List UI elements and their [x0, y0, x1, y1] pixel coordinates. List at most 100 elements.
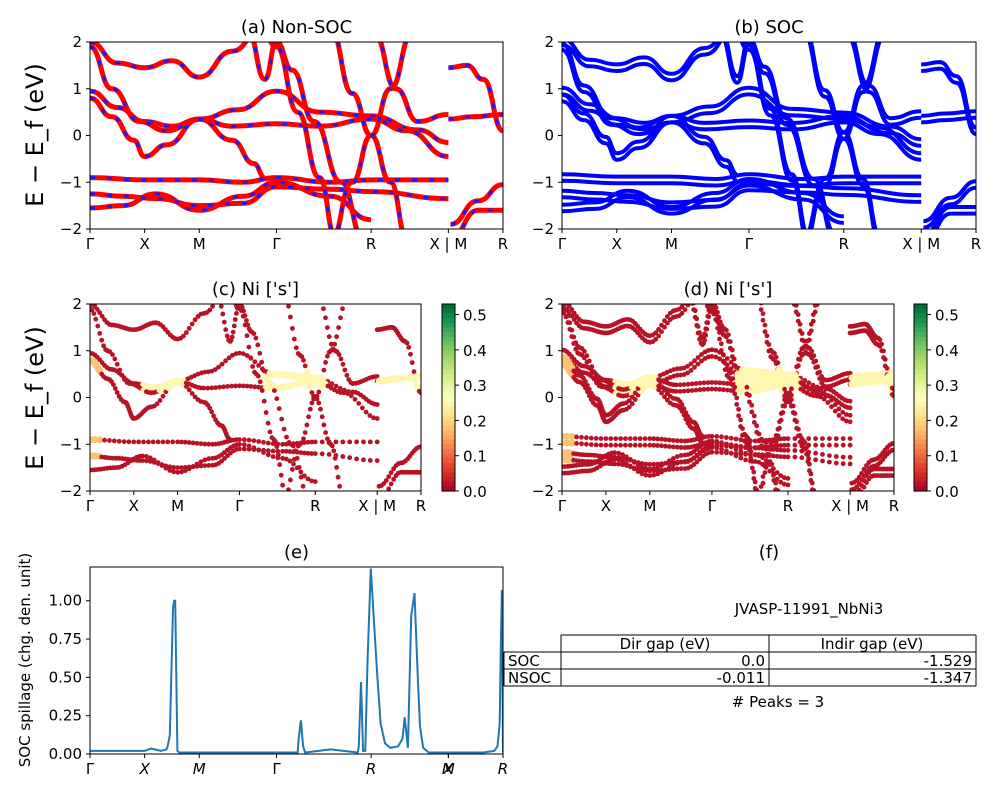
panel-title-f: (f): [759, 542, 779, 563]
point-c-7-0-13: [231, 323, 237, 329]
point-d-7-1-3: [691, 304, 696, 306]
point-d-8-0-12: [715, 325, 720, 331]
point-d-11-1-4: [795, 312, 801, 317]
point-c-4-0-9: [131, 439, 137, 445]
point-d-4-1-40: [728, 435, 734, 441]
point-c-5-0-46: [241, 442, 247, 448]
point-d-9-1-11: [773, 354, 779, 360]
point-d-6-0-34: [674, 466, 680, 472]
colorbar-swatch-c-24: [442, 416, 455, 422]
band-b-12-0: [921, 115, 976, 125]
point-d-4-1-53: [781, 436, 787, 442]
point-d-6-0-29: [655, 468, 660, 473]
point-d-15-1-4: [859, 483, 864, 488]
point-d-7-1-38: [744, 384, 750, 390]
point-c-4-0-41: [261, 439, 266, 445]
point-d-6-1-69: [827, 453, 832, 458]
point-c-1-0-51: [226, 355, 232, 361]
table-cell-indir-0: -1.529: [924, 652, 972, 670]
point-c-9-0-31: [334, 465, 339, 470]
colorbar-label-c-5: 0.0: [463, 483, 487, 501]
point-d-8-0-31: [749, 465, 755, 471]
point-d-14-1-4: [859, 471, 864, 476]
axes-frame-e: [89, 566, 504, 755]
point-c-4-0-54: [312, 439, 318, 445]
point-d-10-1-13: [777, 419, 782, 425]
point-d-4-0-5: [584, 441, 589, 447]
point-d-4-0-3: [574, 441, 579, 446]
colorbar-swatch-c-21: [442, 402, 455, 408]
point-c-6-0-59: [298, 450, 304, 455]
point-d-14-1-18: [891, 440, 894, 446]
point-d-7-1-53: [777, 493, 782, 498]
point-c-3-0-61: [229, 383, 235, 389]
band-a-dash-3: [90, 96, 449, 159]
point-d-11-1-11: [809, 348, 815, 354]
point-c-0-0-3: [94, 306, 100, 312]
point-d-0-0-38: [653, 336, 659, 342]
point-d-15-1-2: [854, 491, 859, 496]
colorbar-swatch-c-17: [442, 383, 455, 389]
point-d-10-1-32: [810, 312, 816, 317]
point-c-6-0-23: [159, 462, 165, 468]
point-c-11-0-11: [336, 352, 342, 357]
point-d-10-1-11: [773, 433, 779, 438]
point-d-6-1-48: [724, 443, 729, 449]
point-c-8-0-21: [259, 388, 265, 393]
point-c-8-0-31: [277, 462, 283, 468]
point-c-3-0-94: [356, 401, 362, 406]
point-d-2-1-5: [569, 327, 575, 333]
point-d-3-0-58: [689, 388, 695, 393]
point-c-10-0-24: [323, 360, 328, 365]
point-d-2-1-4: [567, 320, 573, 326]
point-c-5-0-47: [246, 443, 252, 449]
point-c-3-0-38: [154, 401, 160, 407]
point-c-2-0-41: [189, 391, 195, 396]
point-d-2-1-3: [565, 313, 571, 319]
colorbar-swatch-d-28: [914, 434, 927, 441]
point-c-7-0-11: [229, 334, 235, 340]
point-d-5-1-34: [674, 454, 680, 459]
point-d-2-1-1: [562, 304, 567, 310]
point-c-3-0-95: [360, 405, 365, 411]
point-d-6-0-19: [616, 461, 621, 467]
point-d-9-1-12: [775, 360, 781, 366]
point-c-9-0-13: [303, 369, 311, 377]
point-c-10-0-11: [301, 436, 306, 442]
point-c-10-0-6: [291, 457, 297, 462]
point-c-7-0-28: [251, 331, 257, 336]
point-d-15-1-6: [864, 473, 869, 479]
point-c-8-0-28: [272, 439, 278, 444]
point-d-6-0-26: [643, 468, 649, 474]
point-c-0-0-49: [214, 304, 217, 305]
point-c-10-0-35: [344, 294, 349, 299]
band-b-13-1: [921, 60, 976, 130]
point-c-10-0-3: [286, 487, 291, 491]
point-c-4-0-52: [305, 439, 311, 445]
point-d-3-0-38: [626, 404, 632, 410]
point-c-15-0-18: [418, 469, 421, 475]
band-b-5-0: [562, 183, 845, 225]
xtick-label-c-0: Γ: [86, 497, 95, 515]
point-c-2-0-11: [110, 352, 115, 357]
point-d-13-1-19: [877, 337, 883, 343]
band-b-4-1: [562, 172, 922, 182]
point-c-6-0-40: [222, 456, 227, 461]
point-c-7-0-6: [223, 327, 229, 333]
point-d-8-1-35: [756, 493, 761, 498]
point-d-2-1-2: [563, 307, 569, 313]
point-d-4-0-59: [820, 442, 825, 448]
point-c-7-0-32: [259, 359, 265, 365]
colorbar-swatch-d-4: [914, 322, 927, 328]
point-d-2-1-6: [571, 334, 577, 340]
point-c-6-0-28: [179, 465, 184, 470]
point-d-9-1-29: [804, 445, 809, 450]
point-c-2-0-4: [95, 323, 101, 329]
point-d-3-1-54: [673, 382, 679, 388]
point-c-9-0-16: [309, 390, 315, 395]
point-d-10-1-5: [762, 463, 768, 469]
point-d-5-0-29: [655, 471, 660, 477]
xtick-label-e-6: M: [442, 760, 455, 778]
point-d-3-0-55: [677, 389, 683, 394]
band-a-dash-5: [90, 180, 372, 222]
